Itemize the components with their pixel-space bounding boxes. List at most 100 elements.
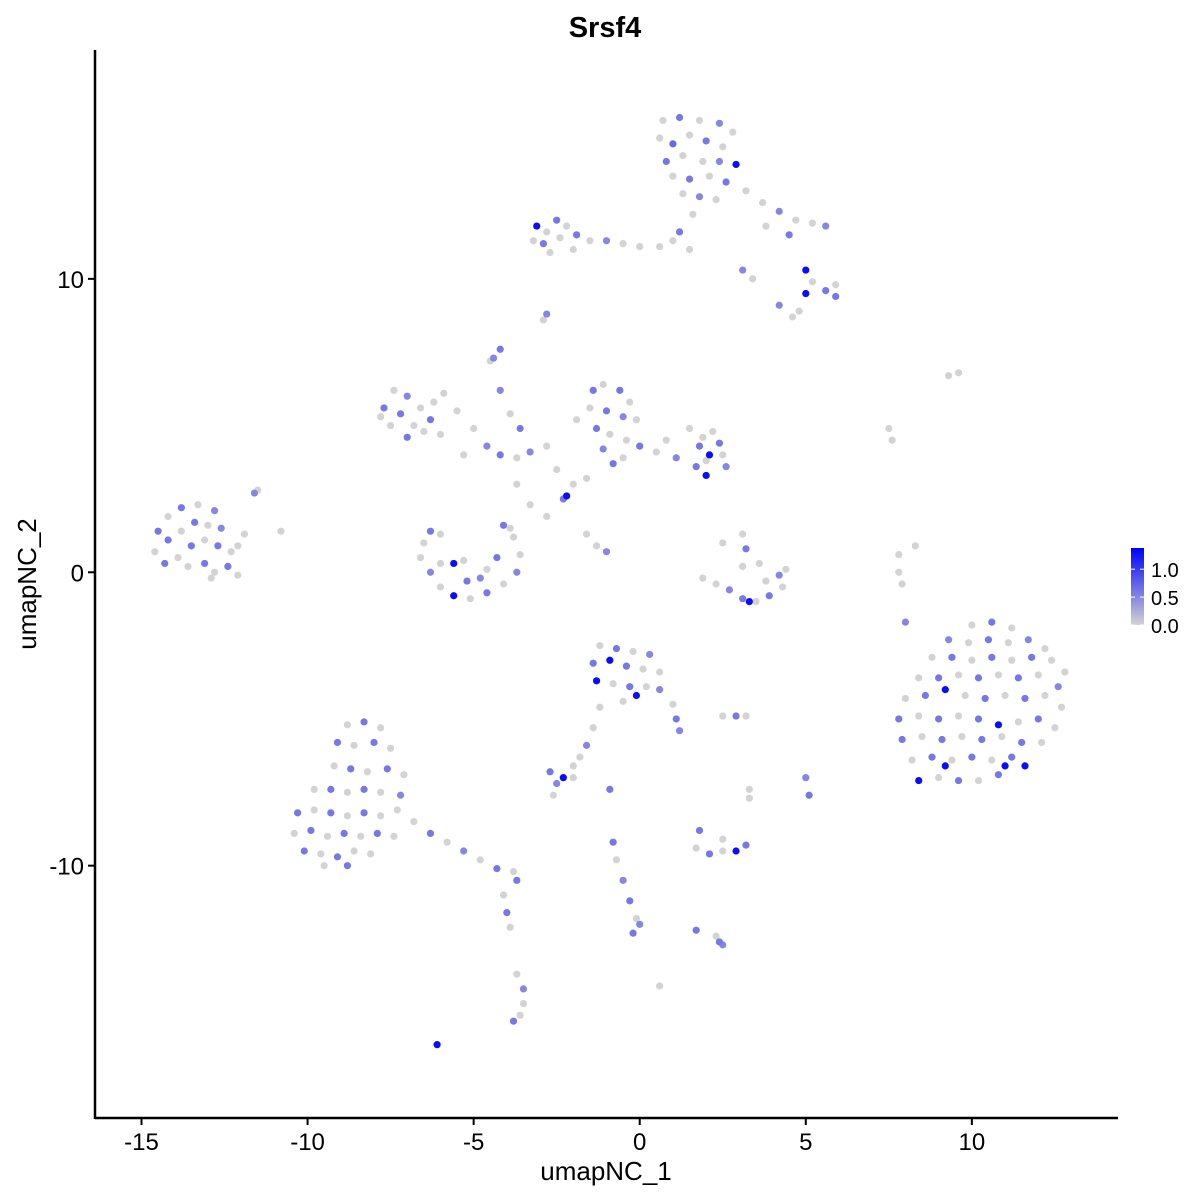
cell-point <box>466 595 474 603</box>
cell-point <box>928 653 936 661</box>
cell-point <box>742 545 750 553</box>
cell-point <box>506 524 514 532</box>
cell-point <box>626 683 634 691</box>
cell-point <box>493 553 501 562</box>
cell-point <box>393 806 401 814</box>
cell-point <box>327 785 335 793</box>
cell-point <box>1001 762 1009 770</box>
cell-point <box>901 618 910 626</box>
cell-point <box>227 548 235 556</box>
cell-point <box>935 715 943 723</box>
cell-point <box>589 659 597 667</box>
cell-point <box>460 451 468 459</box>
x-tick-label: -5 <box>463 1129 484 1156</box>
cell-point <box>981 694 989 703</box>
y-tick-label: 10 <box>57 267 84 294</box>
cell-point <box>974 715 983 723</box>
cell-point <box>543 512 551 521</box>
cell-point <box>964 639 973 647</box>
cell-point <box>762 577 770 585</box>
cell-point <box>1004 639 1012 647</box>
cell-point <box>732 160 740 169</box>
cell-point <box>390 832 398 840</box>
cell-point <box>719 539 727 547</box>
cell-point <box>499 521 508 529</box>
cell-point <box>669 237 677 245</box>
cell-point <box>373 829 381 837</box>
cell-point <box>675 727 684 735</box>
cell-point <box>210 568 219 576</box>
cell-point <box>224 562 232 570</box>
cell-point <box>719 451 727 459</box>
cell-point <box>656 982 664 990</box>
cell-point <box>918 732 926 741</box>
cell-point <box>1041 691 1049 700</box>
cell-point <box>988 653 996 661</box>
cell-point <box>496 386 504 394</box>
cell-point <box>569 245 577 254</box>
cell-point <box>765 592 773 600</box>
cell-point <box>749 275 757 283</box>
cell-point <box>513 876 521 884</box>
cell-point <box>679 152 687 160</box>
cell-point <box>360 785 368 793</box>
cell-point <box>210 507 219 515</box>
x-tick-label: -15 <box>124 1129 159 1156</box>
cell-point <box>915 674 923 682</box>
cell-point <box>612 644 621 653</box>
cell-point <box>998 732 1006 741</box>
colorbar-label: 0.0 <box>1151 616 1179 638</box>
cell-point <box>802 774 810 782</box>
cell-point <box>194 501 202 509</box>
cell-point <box>599 445 607 453</box>
cell-point <box>556 234 564 242</box>
cell-point <box>1024 636 1032 644</box>
cell-point <box>582 474 591 482</box>
cell-point <box>396 791 405 799</box>
cell-point <box>775 571 783 579</box>
cell-point <box>509 867 518 876</box>
cell-point <box>586 404 594 412</box>
cell-point <box>619 454 627 462</box>
points-layer <box>151 113 1069 1049</box>
cell-point <box>778 583 787 591</box>
cell-point <box>513 970 521 978</box>
cell-point <box>1014 674 1022 682</box>
cell-point <box>699 157 707 166</box>
cell-point <box>436 559 445 568</box>
cell-point <box>968 656 976 664</box>
cell-point <box>539 240 547 248</box>
cell-point <box>174 553 182 562</box>
cell-point <box>549 791 557 799</box>
cell-point <box>988 756 996 764</box>
cell-point <box>493 865 501 873</box>
cell-point <box>802 266 810 274</box>
cell-point <box>1057 703 1066 711</box>
cell-point <box>656 134 664 142</box>
cell-point <box>290 829 298 837</box>
cell-point <box>350 741 358 749</box>
cell-point <box>433 1041 441 1049</box>
cell-point <box>390 386 398 394</box>
cell-point <box>606 656 614 664</box>
cell-point <box>573 416 581 424</box>
cell-point <box>785 231 793 239</box>
cell-point <box>553 779 561 788</box>
cell-point <box>164 536 172 544</box>
cell-point <box>546 768 554 776</box>
cell-point <box>994 671 1003 679</box>
cell-point <box>656 242 664 251</box>
cell-point <box>606 430 614 438</box>
colorbar-legend: 0.0 0.5 1.0 <box>1131 548 1179 638</box>
cell-point <box>619 697 627 705</box>
cell-point <box>453 407 461 415</box>
cell-point <box>626 897 634 905</box>
cell-point <box>440 389 448 397</box>
cell-point <box>589 386 597 394</box>
cell-point <box>400 771 408 779</box>
cell-point <box>499 891 508 899</box>
cell-point <box>187 542 195 550</box>
cell-point <box>619 240 627 248</box>
cell-point <box>396 410 405 418</box>
cell-point <box>436 530 445 538</box>
